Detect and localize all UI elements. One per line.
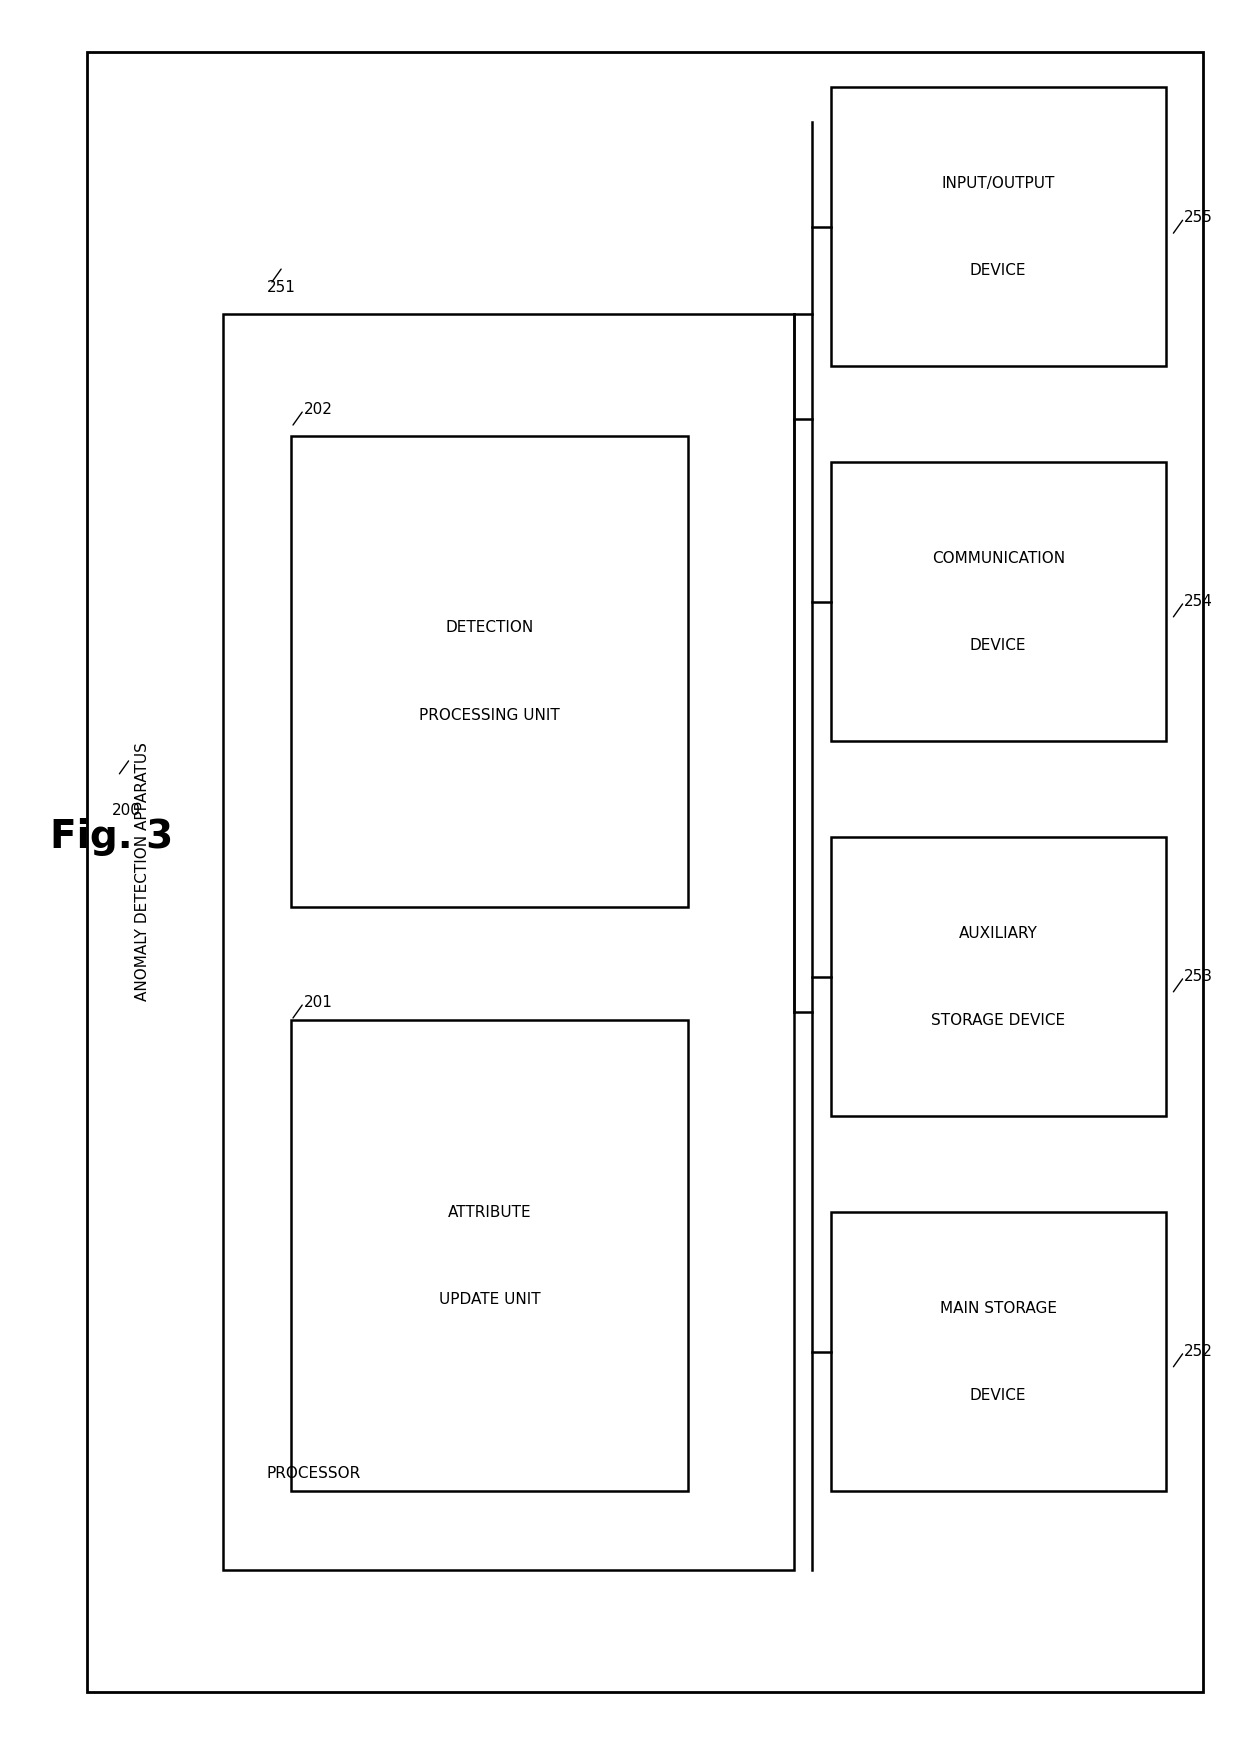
FancyBboxPatch shape [831,837,1166,1116]
Text: INPUT/OUTPUT: INPUT/OUTPUT [941,176,1055,190]
Text: 254: 254 [1184,595,1213,609]
Text: 253: 253 [1184,970,1213,984]
Text: STORAGE DEVICE: STORAGE DEVICE [931,1013,1065,1027]
Text: DETECTION: DETECTION [445,621,534,635]
Text: Fig. 3: Fig. 3 [50,818,172,856]
Text: ATTRIBUTE: ATTRIBUTE [448,1205,532,1219]
Text: 200: 200 [112,804,140,818]
FancyBboxPatch shape [291,436,688,907]
Text: DEVICE: DEVICE [970,638,1027,652]
Text: 201: 201 [304,996,332,1010]
FancyBboxPatch shape [223,314,794,1570]
Text: AUXILIARY: AUXILIARY [959,926,1038,940]
Text: UPDATE UNIT: UPDATE UNIT [439,1292,541,1306]
FancyBboxPatch shape [291,1020,688,1491]
FancyBboxPatch shape [831,1212,1166,1491]
Text: 251: 251 [267,281,295,295]
FancyBboxPatch shape [87,52,1203,1692]
Text: DEVICE: DEVICE [970,1388,1027,1402]
Text: ANOMALY DETECTION APPARATUS: ANOMALY DETECTION APPARATUS [135,743,150,1001]
Text: PROCESSING UNIT: PROCESSING UNIT [419,708,560,722]
Text: 252: 252 [1184,1345,1213,1359]
Text: DEVICE: DEVICE [970,263,1027,277]
FancyBboxPatch shape [831,87,1166,366]
Text: 202: 202 [304,403,332,417]
Text: 255: 255 [1184,211,1213,225]
Text: COMMUNICATION: COMMUNICATION [931,551,1065,565]
FancyBboxPatch shape [831,462,1166,741]
Text: MAIN STORAGE: MAIN STORAGE [940,1301,1056,1315]
Text: PROCESSOR: PROCESSOR [267,1467,361,1481]
